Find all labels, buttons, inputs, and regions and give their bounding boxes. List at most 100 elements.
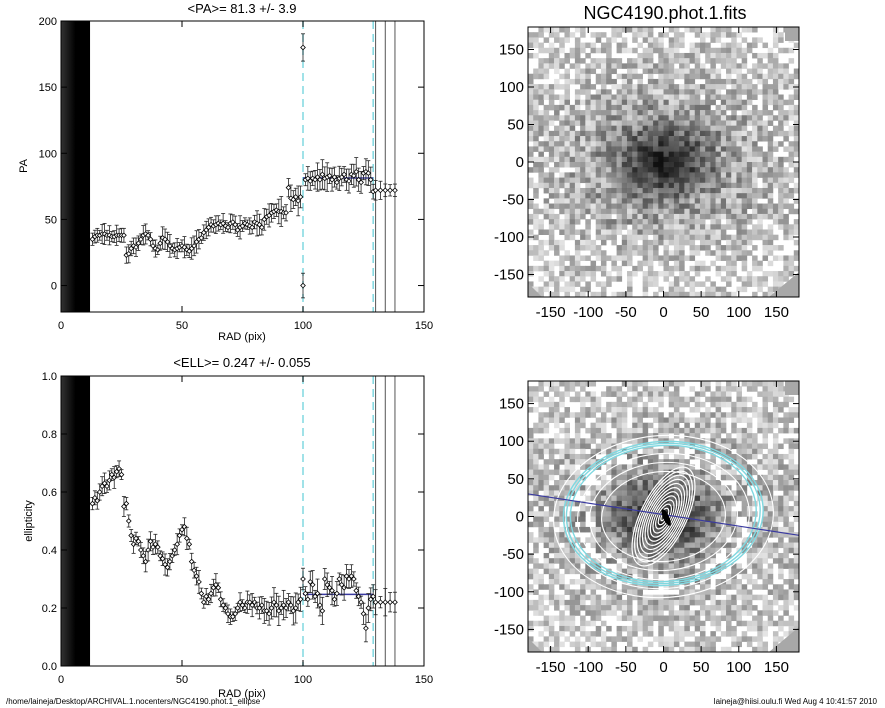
img1-pixel: [637, 203, 643, 210]
img2-pixel: [548, 448, 555, 455]
img1-pixel: [637, 229, 643, 235]
img1-pixel: [606, 120, 612, 126]
img2-pixel: [600, 579, 607, 585]
img1-pixel: [752, 182, 758, 189]
img1-pixel: [715, 271, 722, 277]
img1-pixel: [616, 89, 623, 95]
img2-pixel: [574, 427, 581, 434]
img2-pixel: [580, 412, 586, 418]
img1-pixel: [616, 58, 623, 64]
img1-pixel: [684, 99, 690, 106]
img1-pixel: [752, 151, 758, 158]
img1-pixel: [736, 151, 742, 158]
img1-pixel: [741, 276, 748, 282]
img1-pixel: [778, 187, 784, 194]
img2-pixel: [533, 391, 539, 397]
img2-pixel: [741, 589, 748, 595]
img1-pixel: [689, 73, 696, 80]
img1-pixel: [606, 58, 612, 64]
img1-pixel: [559, 99, 565, 106]
img2-pixel: [710, 474, 716, 481]
img1-pixel: [580, 110, 586, 116]
img1-pixel: [616, 110, 623, 116]
img1-pixel: [673, 47, 680, 54]
img1-pixel: [720, 63, 727, 69]
img1-pixel: [757, 89, 763, 95]
img2-pixel: [533, 386, 539, 392]
img2-pixel: [543, 532, 550, 538]
img2-pixel: [528, 599, 534, 606]
img2-pixel: [528, 433, 534, 439]
img1-pixel: [548, 213, 555, 220]
img2-pixel: [642, 620, 649, 627]
img1-pixel: [559, 37, 565, 43]
img2-pixel: [679, 417, 685, 423]
img1-pixel: [694, 265, 701, 272]
img2-pixel: [543, 584, 550, 590]
img1-pixel: [726, 187, 732, 194]
img1-pixel: [559, 146, 565, 152]
img2-pixel: [731, 407, 737, 413]
img1-pixel: [548, 115, 555, 121]
img1-pixel: [585, 136, 591, 142]
img2-pixel: [736, 427, 742, 434]
pa-point-119: [377, 187, 384, 194]
img2-pixel: [731, 516, 737, 523]
img2-pixel: [705, 407, 711, 413]
img2-pixel: [710, 396, 716, 403]
img1-pixel: [590, 260, 597, 267]
img2-pixel: [684, 599, 690, 606]
img1-pixel: [731, 187, 737, 194]
img1-pixel: [590, 172, 597, 178]
img2-pixel: [673, 396, 680, 403]
img1-pixel: [679, 239, 685, 246]
img2-pixel: [543, 558, 550, 564]
img1-pixel: [762, 245, 769, 251]
img2-pixel: [694, 396, 701, 403]
img2-pixel: [720, 605, 727, 611]
img2-pixel: [600, 412, 607, 418]
img2-pixel: [632, 438, 638, 444]
img2-pixel: [726, 396, 732, 403]
img2-pixel: [616, 636, 623, 642]
img1-pixel: [538, 255, 544, 261]
img1-pixel: [793, 198, 799, 204]
img2-pixel: [627, 615, 633, 622]
img1-pixel: [533, 115, 539, 121]
img1-pixel: [580, 115, 586, 121]
img1-pixel: [746, 130, 753, 137]
img2-pixel: [637, 579, 643, 585]
img2-pixel: [741, 381, 748, 387]
img1-pixel: [543, 37, 550, 43]
img1-pixel: [705, 94, 711, 100]
pa-plot-frame: [60, 20, 425, 313]
img2-pixel: [741, 584, 748, 590]
img2-pixel: [590, 516, 597, 523]
img1-pixel: [710, 250, 716, 256]
img1-pixel: [720, 47, 727, 54]
img1-pixel: [736, 42, 742, 49]
img2-pixel: [533, 511, 539, 517]
img2-pixel: [585, 579, 591, 585]
img2-pixel: [705, 474, 711, 481]
img1-pixel: [658, 239, 664, 246]
img1-pixel: [627, 271, 633, 277]
img1-pixel: [715, 32, 722, 38]
img2-pixel: [543, 615, 550, 622]
ell-ytick-label-5: 1.0: [42, 371, 57, 383]
img1-pixel: [778, 99, 784, 106]
img2-pixel: [595, 547, 602, 554]
img2-pixel: [600, 500, 607, 507]
img1-pixel: [715, 68, 722, 75]
img2-pixel: [580, 417, 586, 423]
img1-pixel: [793, 219, 799, 225]
img2-pixel: [658, 620, 664, 627]
img1-pixel: [580, 172, 586, 178]
img1-pixel: [731, 250, 737, 256]
img2-pixel: [590, 422, 597, 429]
img2-pixel: [668, 599, 675, 606]
img2-pixel: [710, 391, 716, 397]
img1-pixel: [580, 47, 586, 54]
ell-ytick-label-3: 0.6: [42, 487, 57, 499]
img1-pixel: [746, 239, 753, 246]
